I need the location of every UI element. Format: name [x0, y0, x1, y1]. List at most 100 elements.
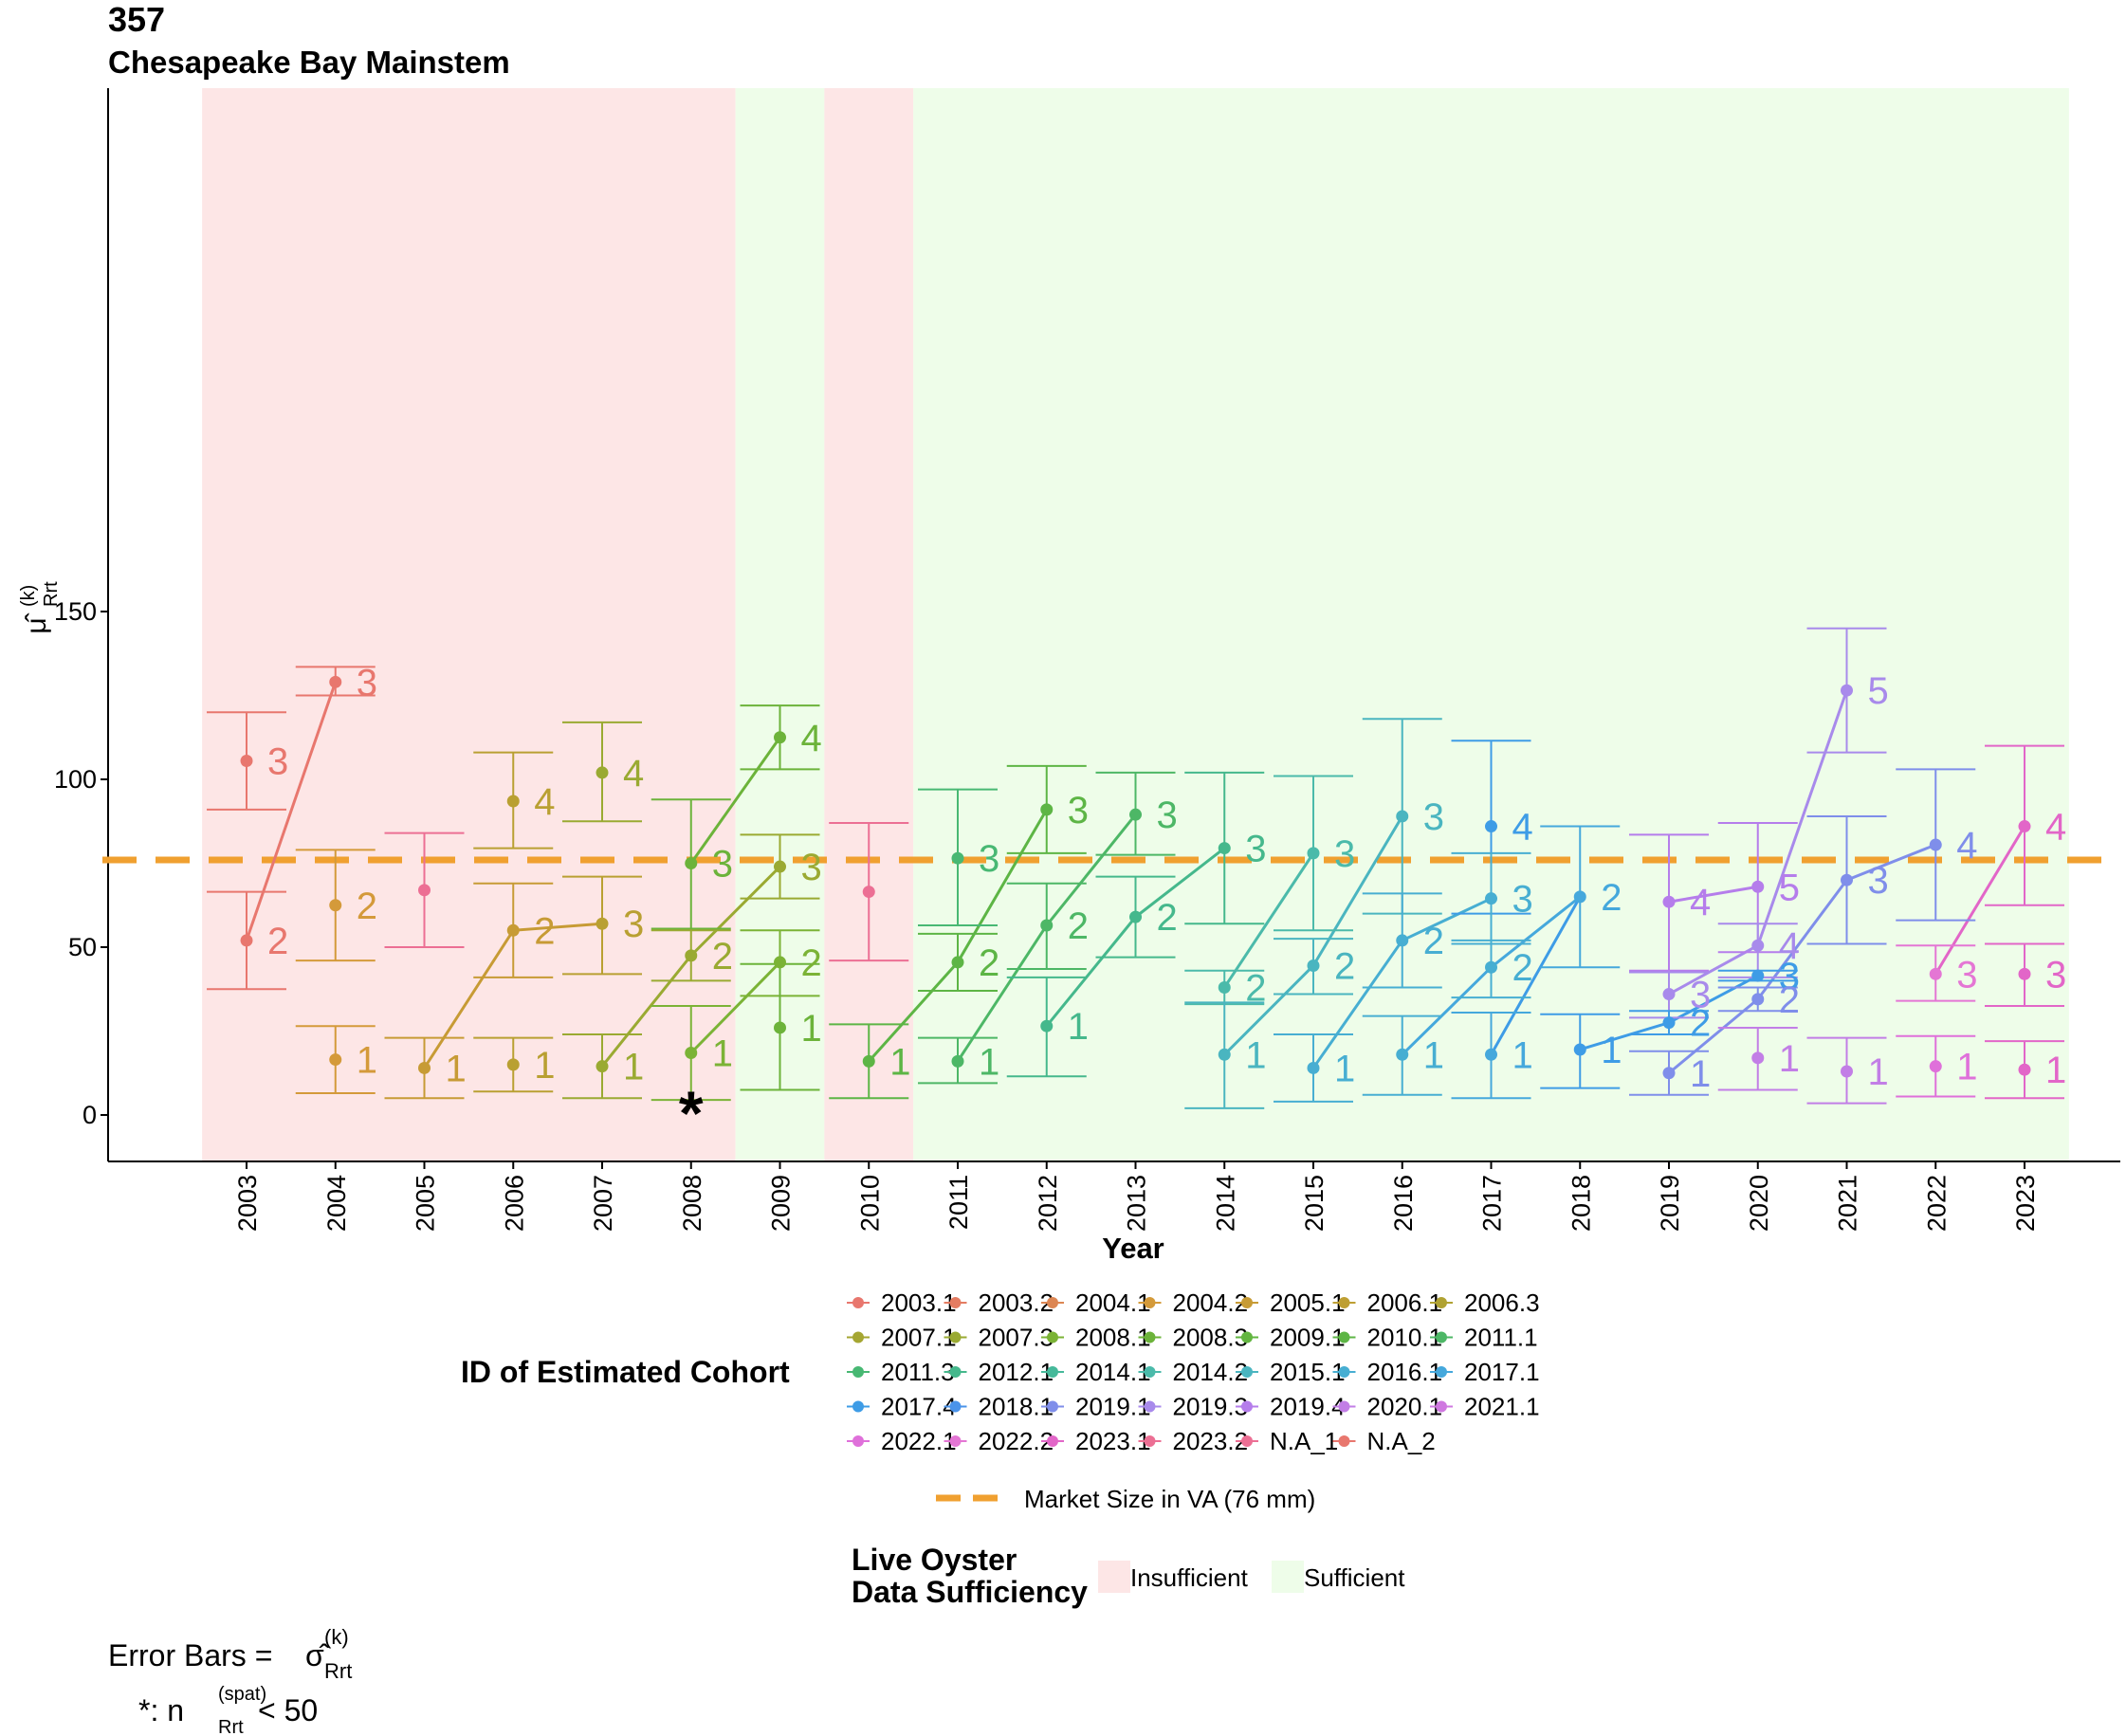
cohort-point: [1841, 1065, 1853, 1078]
x-tick-label: 2003: [233, 1175, 262, 1232]
cohort-point: [1307, 959, 1320, 972]
cohort-label: 4: [534, 781, 555, 823]
cohort-label: 1: [979, 1041, 999, 1083]
annotations: *: [679, 1078, 704, 1148]
cohort-label: 2: [357, 886, 377, 927]
legend-cohort-label: 2014.2: [1173, 1358, 1249, 1386]
cohort-line: [1222, 852, 1315, 989]
cohort-point: [1662, 988, 1676, 1001]
cohort-point: [951, 1054, 964, 1068]
legend-market-label: Market Size in VA (76 mm): [1024, 1485, 1315, 1513]
legend-cohort-label: 2022.2: [979, 1427, 1054, 1455]
footnote-sample-size: *: n (spat) Rrt < 50: [138, 1684, 318, 1736]
x-tick-label: 2006: [500, 1175, 528, 1232]
legend-key-dot: [949, 1297, 962, 1308]
cohort-points: [240, 675, 2031, 1080]
x-tick-label: 2023: [2011, 1175, 2040, 1232]
cohort-label: 4: [1779, 925, 1800, 967]
sufficiency-bands: [202, 88, 2069, 1161]
x-tick-label: 2018: [1567, 1175, 1595, 1232]
legend-cohort-item: 2008.3: [1138, 1324, 1248, 1352]
legend-cohort-item: 2020.1: [1332, 1393, 1442, 1421]
cohort-point: [506, 1058, 520, 1071]
legend-cohort-item: 2003.2: [944, 1288, 1054, 1317]
x-tick-label: 2015: [1300, 1175, 1329, 1232]
cohort-label: 1: [1601, 1030, 1622, 1071]
plot-title: Chesapeake Bay Mainstem: [108, 45, 510, 80]
cohort-label: 3: [2045, 954, 2066, 996]
low-sample-marker: *: [679, 1078, 704, 1148]
cohort-point: [862, 1054, 875, 1068]
legend-sufficiency-label: Sufficient: [1304, 1563, 1405, 1592]
legend-key-dot: [1241, 1366, 1253, 1378]
cohort-label: 3: [1956, 954, 1977, 996]
legend-key-dot: [852, 1435, 864, 1447]
cohort-label: 1: [1868, 1051, 1889, 1093]
cohort-point: [506, 795, 520, 808]
sufficiency-band-insufficient: [202, 88, 736, 1161]
legend-cohort-label: 2018.1: [979, 1393, 1054, 1421]
cohort-point: [240, 934, 253, 947]
cohort-point: [1040, 1019, 1054, 1032]
cohort-label: 2: [1779, 979, 1800, 1021]
legend-key-dot: [949, 1435, 962, 1447]
cohort-label: 3: [1690, 975, 1711, 1016]
cohort-label: 2: [1512, 947, 1533, 989]
y-axis-title-symbol: μ̂: [21, 612, 52, 633]
sufficiency-band-sufficient: [913, 88, 2069, 1161]
cohort-label: 1: [889, 1041, 910, 1083]
cohort-point: [1751, 1051, 1765, 1065]
cohort-label: 5: [1779, 867, 1800, 908]
y-axis-title-sub: Rrt: [41, 581, 62, 607]
legend-cohort-label: N.A_2: [1367, 1427, 1436, 1455]
legend-key-dot: [1338, 1297, 1350, 1308]
cohort-point: [1218, 980, 1231, 994]
legend-key-dot: [1047, 1435, 1058, 1447]
legend-cohort-item: 2004.2: [1138, 1288, 1248, 1317]
cohort-point: [329, 899, 342, 912]
legend-key-dot: [1144, 1435, 1156, 1447]
legend-cohort-item: N.A_1: [1236, 1427, 1338, 1455]
cohort-label: 1: [623, 1047, 644, 1088]
footnote-error-bars-prefix: Error Bars =: [108, 1638, 272, 1672]
legend-key-dot: [852, 1331, 864, 1343]
legend-key-dot: [1436, 1297, 1447, 1308]
cohort-label: 1: [2045, 1050, 2066, 1091]
x-tick-label: 2020: [1745, 1175, 1773, 1232]
legend-cohort-label: 2003.2: [979, 1288, 1054, 1317]
cohort-line: [1490, 896, 1582, 1056]
legend-cohort-label: 2006.3: [1464, 1288, 1540, 1317]
legend-cohort-label: 2004.1: [1075, 1288, 1151, 1317]
legend-key-dot: [1144, 1366, 1156, 1378]
cohort-label: 2: [712, 936, 733, 978]
footnote-error-bars: Error Bars = σ̂ (k) Rrt: [108, 1625, 352, 1683]
legend-cohort-item: 2006.3: [1430, 1288, 1540, 1317]
plot-number: 357: [108, 0, 166, 39]
cohort-point: [1307, 1061, 1320, 1074]
legend-cohort-label: 2015.1: [1270, 1358, 1346, 1386]
cohort-line: [1668, 843, 1936, 1074]
cohort-label: 4: [1512, 807, 1533, 849]
cohort-label: 3: [357, 662, 377, 704]
cohort-point: [1396, 810, 1409, 823]
x-axis-title: Year: [1102, 1232, 1164, 1265]
cohort-point: [418, 884, 431, 897]
legend-cohort-label: 2006.1: [1367, 1288, 1443, 1317]
cohort-point: [240, 755, 253, 768]
cohort-point: [329, 1053, 342, 1067]
legend-cohort-item: 2019.3: [1138, 1393, 1248, 1421]
legend-cohort-label: 2007.3: [979, 1324, 1054, 1352]
footnote-star-sup: (spat): [218, 1684, 266, 1705]
cohort-label: 2: [534, 910, 555, 952]
legend-cohort-label: 2023.2: [1173, 1427, 1249, 1455]
legend-cohort-item: 2021.1: [1430, 1393, 1540, 1421]
legend-cohort-label: 2011.1: [1464, 1324, 1538, 1352]
sufficiency-band-insufficient: [824, 88, 914, 1161]
legend-cohort-item: 2019.1: [1041, 1393, 1151, 1421]
cohort-point: [1929, 967, 1942, 980]
legend-key-dot: [1241, 1297, 1253, 1308]
cohort-point: [1751, 993, 1765, 1006]
legend-cohort-item: 2005.1: [1236, 1288, 1346, 1317]
footnote-star-suffix: < 50: [258, 1693, 318, 1727]
